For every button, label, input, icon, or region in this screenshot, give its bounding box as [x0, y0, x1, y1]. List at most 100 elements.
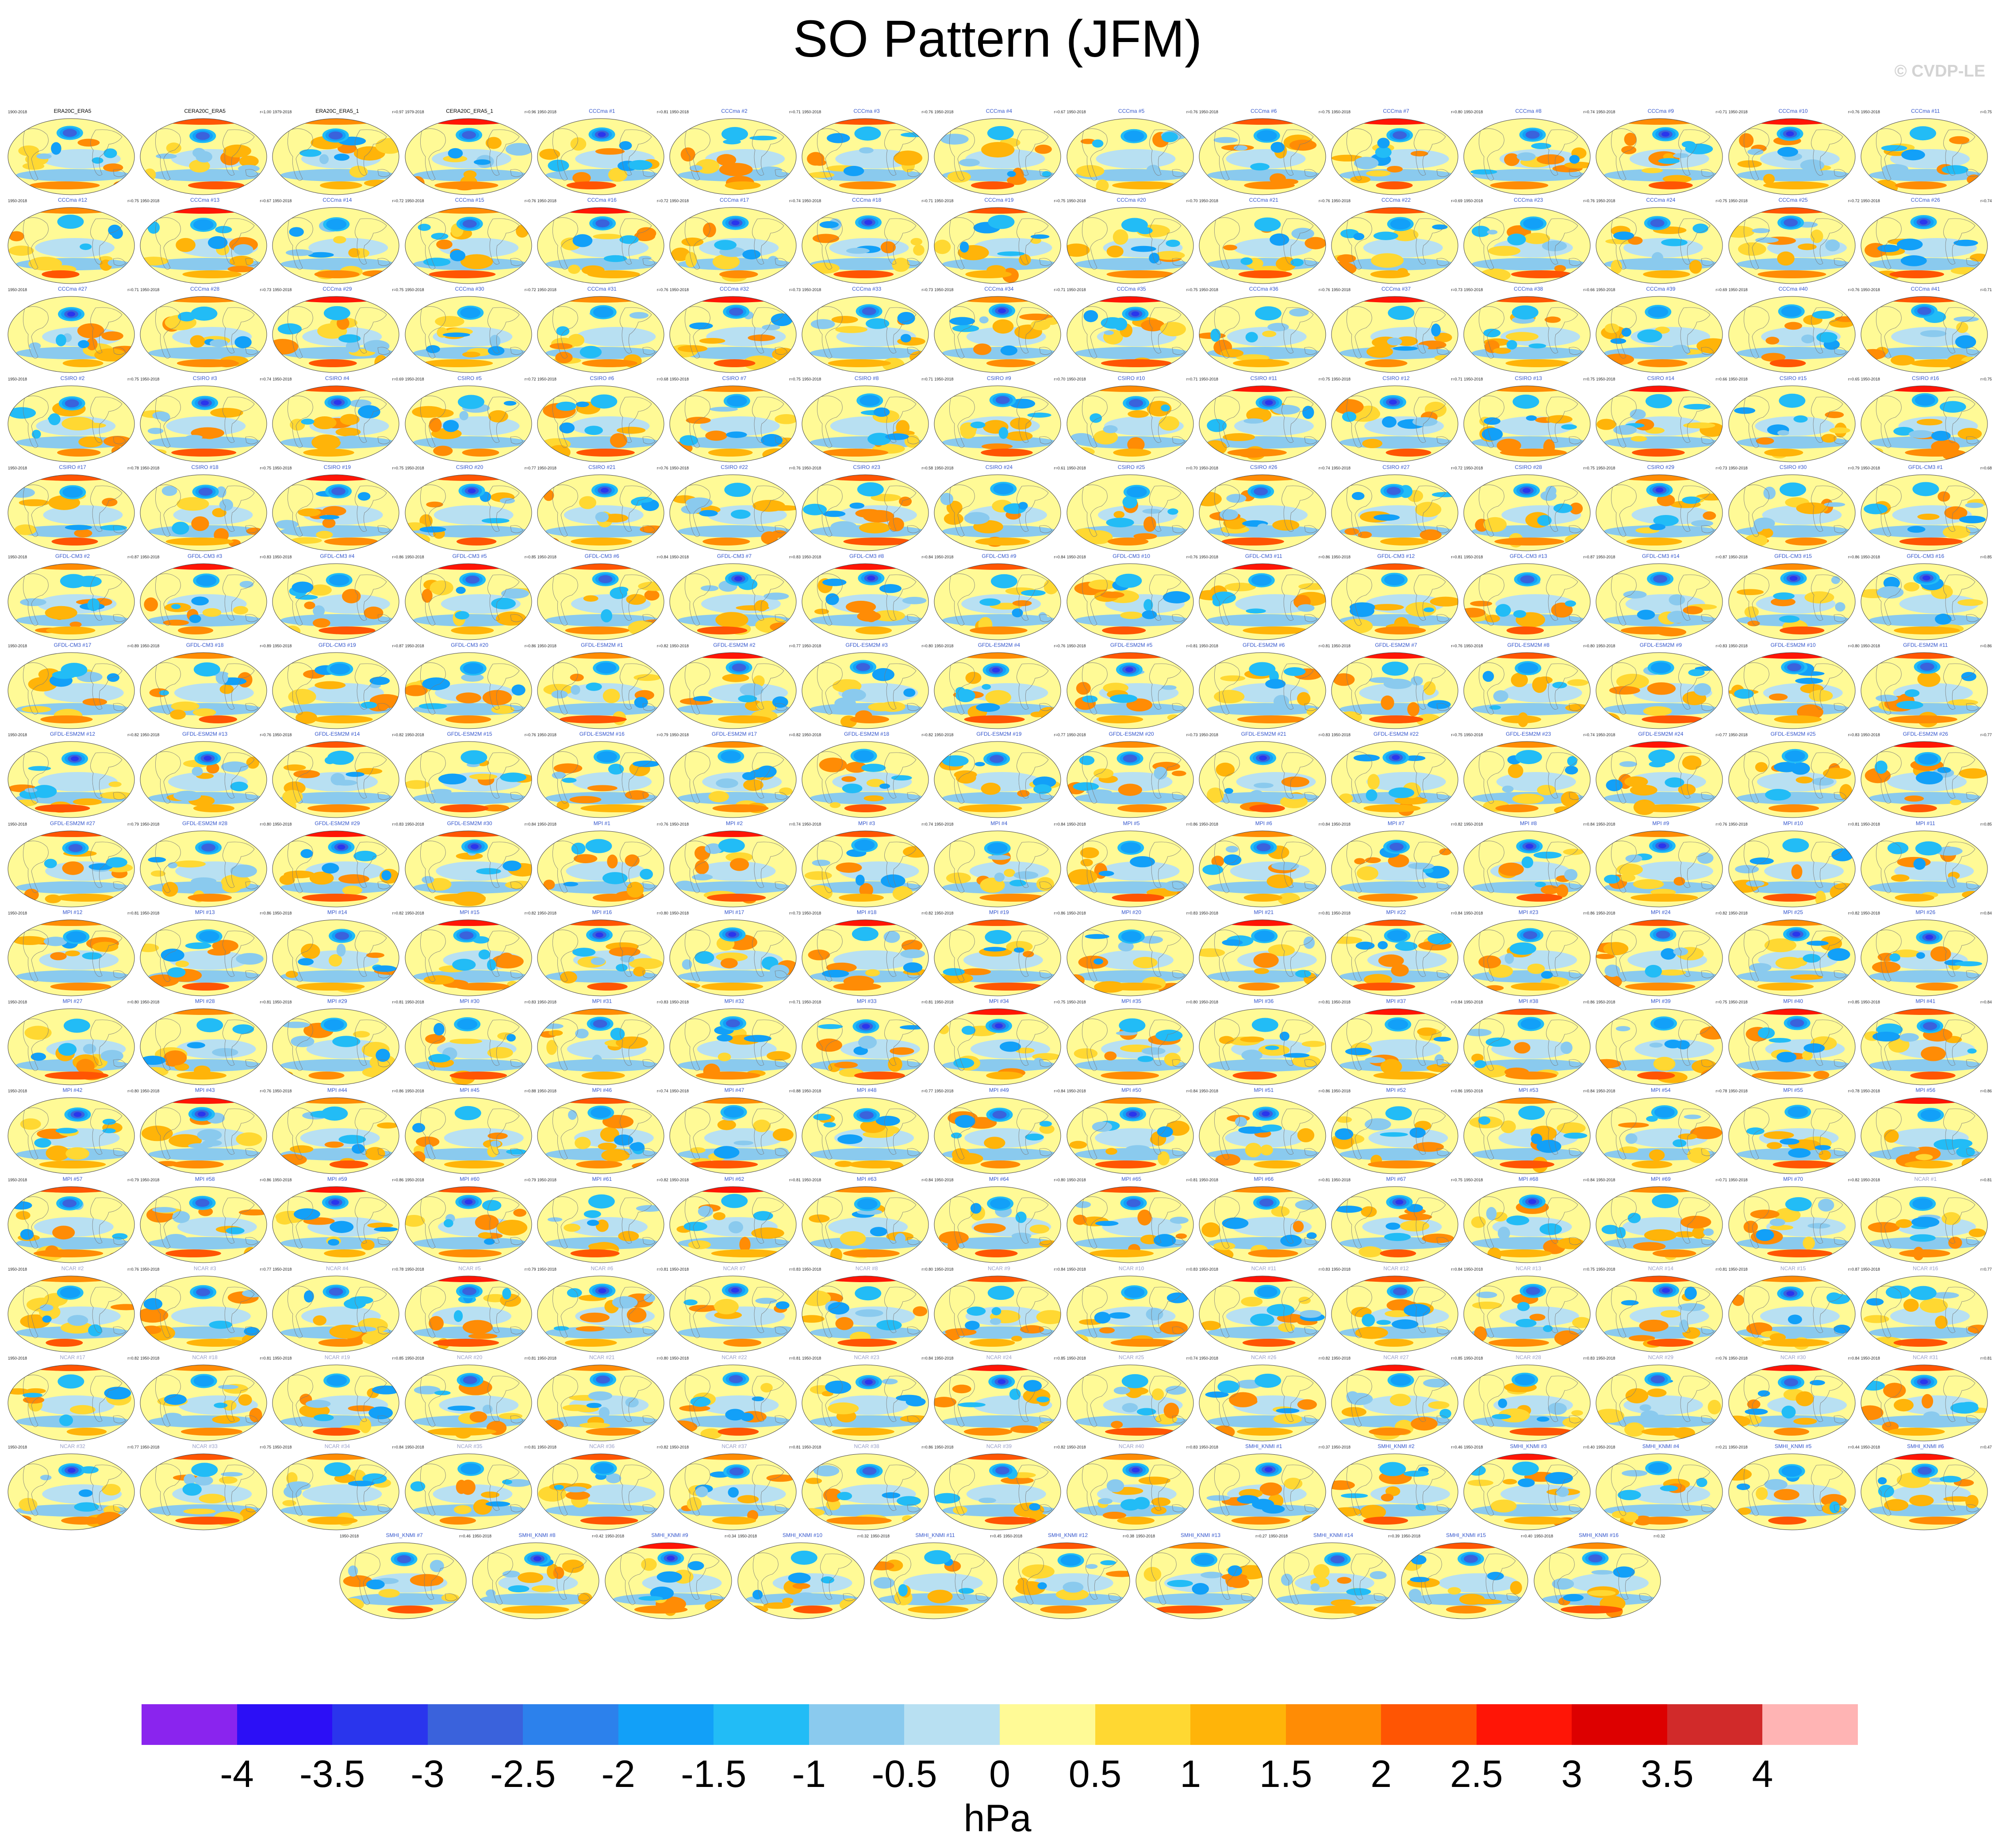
panel-years: 1950-2018	[934, 1356, 954, 1360]
global-map	[1199, 919, 1326, 996]
panel-pattern-correlation: r=0.86	[1980, 644, 1992, 649]
map-panel: CCCma #20 1950-2018 r=0.70	[1065, 195, 1198, 284]
panel-years: 1950-2018	[1331, 1356, 1351, 1360]
panel-title: MPI #60	[460, 1176, 480, 1183]
global-map	[537, 652, 664, 729]
panel-title: MPI #57	[62, 1176, 83, 1183]
map-panel: GFDL-CM3 #19 1950-2018 r=0.87	[271, 640, 403, 729]
panel-pattern-correlation: r=0.86	[260, 911, 272, 915]
global-map	[272, 207, 399, 284]
panel-pattern-correlation: r=0.73	[1451, 288, 1462, 292]
panel-title: MPI #52	[1386, 1087, 1406, 1094]
map-panel: NCAR #29 1950-2018 r=0.76	[1594, 1352, 1727, 1441]
colorbar-box	[1190, 1704, 1286, 1745]
global-map	[1596, 118, 1723, 195]
panel-years: 1950-2018	[1728, 1445, 1748, 1449]
panel-years: 1950-2018	[537, 1445, 556, 1449]
global-map	[1728, 474, 1856, 551]
panel-years: 1950-2018	[1199, 822, 1218, 826]
panel-title: MPI #3	[858, 820, 875, 826]
map-panel: MPI #66 1950-2018 r=0.81	[1197, 1174, 1330, 1263]
panel-title: CCCma #29	[322, 286, 352, 292]
panel-pattern-correlation: r=0.86	[1186, 822, 1198, 826]
panel-years: 1950-2018	[670, 465, 689, 470]
map-panel: GFDL-CM3 #6 1950-2018 r=0.84	[536, 551, 668, 640]
panel-title: SMHI_KNMI #15	[1446, 1532, 1486, 1539]
panel-pattern-correlation: r=0.71	[1451, 377, 1462, 381]
global-map	[669, 1364, 797, 1441]
map-panel: MPI #33 1950-2018 r=0.81	[800, 996, 933, 1085]
map-panel: CSIRO #3 1950-2018 r=0.74	[138, 373, 271, 462]
map-panel: CCCma #26 1950-2018 r=0.74	[1859, 195, 1992, 284]
map-panel: NCAR #30 1950-2018 r=0.84	[1727, 1352, 1860, 1441]
credit-label: © CVDP-LE	[1894, 62, 1985, 81]
map-panel: CCCma #1 1950-2018 r=0.81	[536, 106, 668, 195]
panel-pattern-correlation: r=0.81	[1451, 555, 1462, 559]
panel-years: 1950-2018	[1464, 199, 1483, 204]
panel-pattern-correlation: r=0.88	[789, 1089, 801, 1094]
panel-pattern-correlation: r=0.86	[524, 644, 536, 649]
panel-years: 1950-2018	[1596, 377, 1615, 381]
global-map	[1199, 1008, 1326, 1085]
global-map	[140, 1364, 267, 1441]
map-panel: MPI #21 1950-2018 r=0.81	[1197, 907, 1330, 996]
panel-years: 1950-2018	[1331, 199, 1351, 204]
map-panel: CCCma #27 1950-2018 r=0.71	[6, 284, 139, 373]
panel-title: CSIRO #21	[588, 464, 616, 470]
panel-years: 1950-2018	[272, 288, 292, 292]
panel-years: 1950-2018	[8, 733, 27, 738]
panel-pattern-correlation: r=0.75	[1451, 733, 1462, 738]
panel-years: 1950-2018	[1728, 1356, 1748, 1360]
panel-title: MPI #16	[592, 909, 612, 915]
global-map	[272, 385, 399, 462]
panel-title: MPI #40	[1783, 998, 1803, 1004]
panel-years: 1950-2018	[272, 644, 292, 649]
colorbar-box	[809, 1704, 905, 1745]
panel-pattern-correlation: r=0.80	[921, 1267, 933, 1272]
map-panel: MPI #6 1950-2018 r=0.84	[1197, 818, 1330, 907]
map-panel: NCAR #2 1950-2018 r=0.76	[6, 1264, 139, 1352]
map-panel: GFDL-ESM2M #12 1950-2018 r=0.82	[6, 729, 139, 818]
panel-title: ERA20C_ERA5_1	[315, 108, 359, 114]
panel-title: CSIRO #8	[854, 375, 879, 381]
panel-years: 1950-2018	[802, 110, 821, 114]
global-map	[8, 1186, 135, 1263]
global-map	[1728, 207, 1856, 284]
map-panel: MPI #20 1950-2018 r=0.83	[1065, 907, 1198, 996]
panel-title: NCAR #2	[61, 1265, 84, 1272]
panel-pattern-correlation: r=0.75	[1054, 199, 1066, 204]
global-map	[405, 207, 532, 284]
panel-pattern-correlation: r=0.83	[789, 1267, 801, 1272]
figure-title: SO Pattern (JFM)	[793, 10, 1202, 68]
global-map	[537, 563, 664, 640]
panel-pattern-correlation: r=0.82	[657, 1178, 668, 1183]
global-map	[934, 1364, 1061, 1441]
panel-title: GFDL-ESM2M #10	[1770, 642, 1816, 649]
panel-years: 1950-2018	[537, 1089, 556, 1094]
panel-years: 1950-2018	[1331, 110, 1351, 114]
global-map	[272, 563, 399, 640]
global-map	[405, 385, 532, 462]
map-panel: NCAR #27 1950-2018 r=0.85	[1330, 1352, 1462, 1441]
panel-title: SMHI_KNMI #12	[1047, 1532, 1088, 1539]
panel-years: 1950-2018	[1596, 1000, 1615, 1004]
panel-pattern-correlation: r=0.83	[789, 555, 801, 559]
panel-pattern-correlation: r=0.77	[1715, 733, 1727, 738]
colorbar-tick-label: 2	[1370, 1753, 1392, 1795]
global-map	[1199, 118, 1326, 195]
panel-pattern-correlation: r=0.70	[1186, 199, 1198, 204]
panel-title: GFDL-CM3 #5	[452, 553, 487, 559]
panel-pattern-correlation: r=0.81	[1319, 911, 1330, 915]
panel-title: NCAR #33	[192, 1443, 218, 1449]
panel-pattern-correlation: r=0.84	[1583, 822, 1595, 826]
global-map	[1331, 474, 1458, 551]
map-panel: CCCma #10 1950-2018 r=0.76	[1727, 106, 1860, 195]
panel-years: 1950-2018	[405, 377, 424, 381]
map-panel: GFDL-CM3 #15 1950-2018 r=0.86	[1727, 551, 1860, 640]
panel-pattern-correlation: r=0.39	[1388, 1534, 1400, 1539]
map-panel: NCAR #7 1950-2018 r=0.83	[668, 1264, 801, 1352]
panel-years: 1950-2018	[1199, 288, 1218, 292]
map-panel: GFDL-ESM2M #13 1950-2018 r=0.76	[138, 729, 271, 818]
panel-years: 1950-2018	[537, 1356, 556, 1360]
global-map	[1861, 207, 1988, 284]
